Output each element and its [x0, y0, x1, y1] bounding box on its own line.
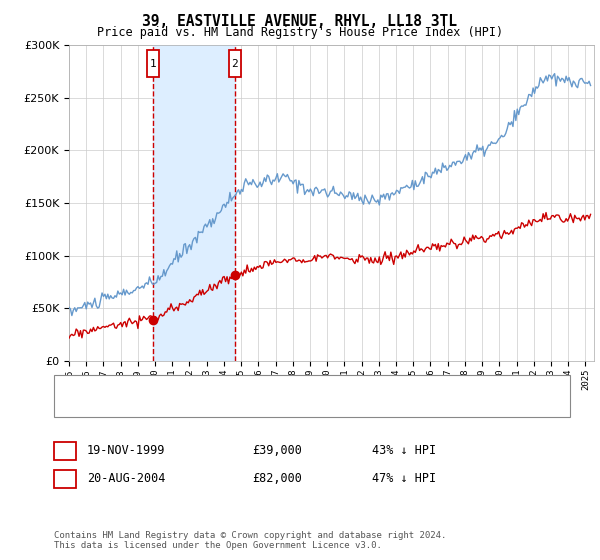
Text: 2: 2: [62, 472, 68, 486]
Text: 1: 1: [62, 444, 68, 458]
Text: 43% ↓ HPI: 43% ↓ HPI: [372, 444, 436, 458]
Text: 1: 1: [149, 59, 157, 69]
FancyBboxPatch shape: [147, 50, 159, 77]
Text: HPI: Average price, detached house, Denbighshire: HPI: Average price, detached house, Denb…: [111, 400, 411, 410]
Bar: [153, 45, 235, 361]
Text: Contains HM Land Registry data © Crown copyright and database right 2024.
This d: Contains HM Land Registry data © Crown c…: [54, 530, 446, 550]
Text: 47% ↓ HPI: 47% ↓ HPI: [372, 472, 436, 486]
Text: 20-AUG-2004: 20-AUG-2004: [87, 472, 166, 486]
Text: £39,000: £39,000: [252, 444, 302, 458]
Text: 19-NOV-1999: 19-NOV-1999: [87, 444, 166, 458]
Text: 2: 2: [232, 59, 238, 69]
FancyBboxPatch shape: [229, 50, 241, 77]
Text: 39, EASTVILLE AVENUE, RHYL, LL18 3TL: 39, EASTVILLE AVENUE, RHYL, LL18 3TL: [143, 14, 458, 29]
Text: Price paid vs. HM Land Registry's House Price Index (HPI): Price paid vs. HM Land Registry's House …: [97, 26, 503, 39]
Text: 39, EASTVILLE AVENUE, RHYL, LL18 3TL (detached house): 39, EASTVILLE AVENUE, RHYL, LL18 3TL (de…: [111, 382, 442, 392]
Text: £82,000: £82,000: [252, 472, 302, 486]
